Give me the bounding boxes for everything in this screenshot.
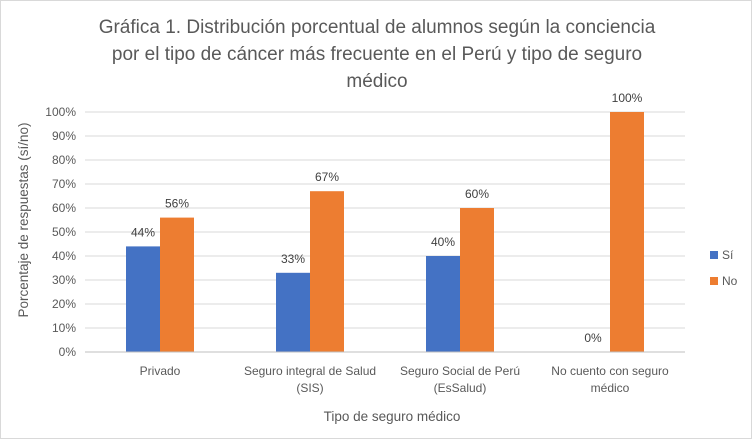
x-category-label: (EsSalud) <box>434 381 487 395</box>
x-axis-title: Tipo de seguro médico <box>324 409 461 424</box>
chart-title-line: Gráfica 1. Distribución porcentual de al… <box>99 17 656 38</box>
y-tick-label: 60% <box>52 201 76 215</box>
data-labels: 44% 33% 40% 0% 56% 67% 60% 100% <box>131 91 643 345</box>
data-label: 40% <box>431 235 455 249</box>
bar <box>426 256 460 352</box>
legend-label: Sí <box>722 248 734 262</box>
chart-title-line: médico <box>346 71 407 92</box>
bar <box>276 272 310 352</box>
bars <box>85 112 685 353</box>
y-tick-label: 0% <box>59 345 77 359</box>
data-label: 100% <box>612 91 643 105</box>
y-tick-label: 40% <box>52 249 76 263</box>
x-category-label: Privado <box>140 364 181 378</box>
legend-swatch <box>710 251 718 259</box>
y-tick-label: 50% <box>52 225 76 239</box>
y-tick-label: 80% <box>52 153 76 167</box>
x-category-label: (SIS) <box>296 381 323 395</box>
data-label: 56% <box>165 197 189 211</box>
legend: Sí No <box>710 248 738 288</box>
x-category-label: médico <box>591 381 630 395</box>
y-tick-label: 10% <box>52 321 76 335</box>
y-tick-label: 90% <box>52 129 76 143</box>
x-category-label: No cuento con seguro <box>551 364 669 378</box>
y-axis-title: Porcentaje de respuestas (sí/no) <box>16 122 31 317</box>
y-tick-label: 70% <box>52 177 76 191</box>
x-axis-categories: Privado Seguro integral de Salud (SIS) Segu… <box>140 364 669 395</box>
data-label: 44% <box>131 225 155 239</box>
y-tick-label: 20% <box>52 297 76 311</box>
legend-swatch <box>710 277 718 285</box>
chart-title: Gráfica 1. Distribución porcentual de al… <box>99 17 656 92</box>
chart-title-line: por el tipo de cáncer más frecuente en e… <box>112 44 642 65</box>
bar <box>610 112 644 352</box>
x-category-label: Seguro integral de Salud <box>244 364 376 378</box>
bar <box>160 217 194 352</box>
y-axis-ticks: 0% 10% 20% 30% 40% 50% 60% 70% 80% 90% 100% <box>45 105 76 359</box>
y-tick-label: 100% <box>45 105 76 119</box>
legend-label: No <box>722 274 738 288</box>
data-label: 33% <box>281 252 305 266</box>
data-label: 0% <box>584 331 602 345</box>
x-category-label: Seguro Social de Perú <box>400 364 520 378</box>
bar <box>310 191 344 352</box>
data-label: 60% <box>465 187 489 201</box>
data-label: 67% <box>315 170 339 184</box>
y-tick-label: 30% <box>52 273 76 287</box>
bar <box>126 246 160 352</box>
bar <box>460 208 494 352</box>
